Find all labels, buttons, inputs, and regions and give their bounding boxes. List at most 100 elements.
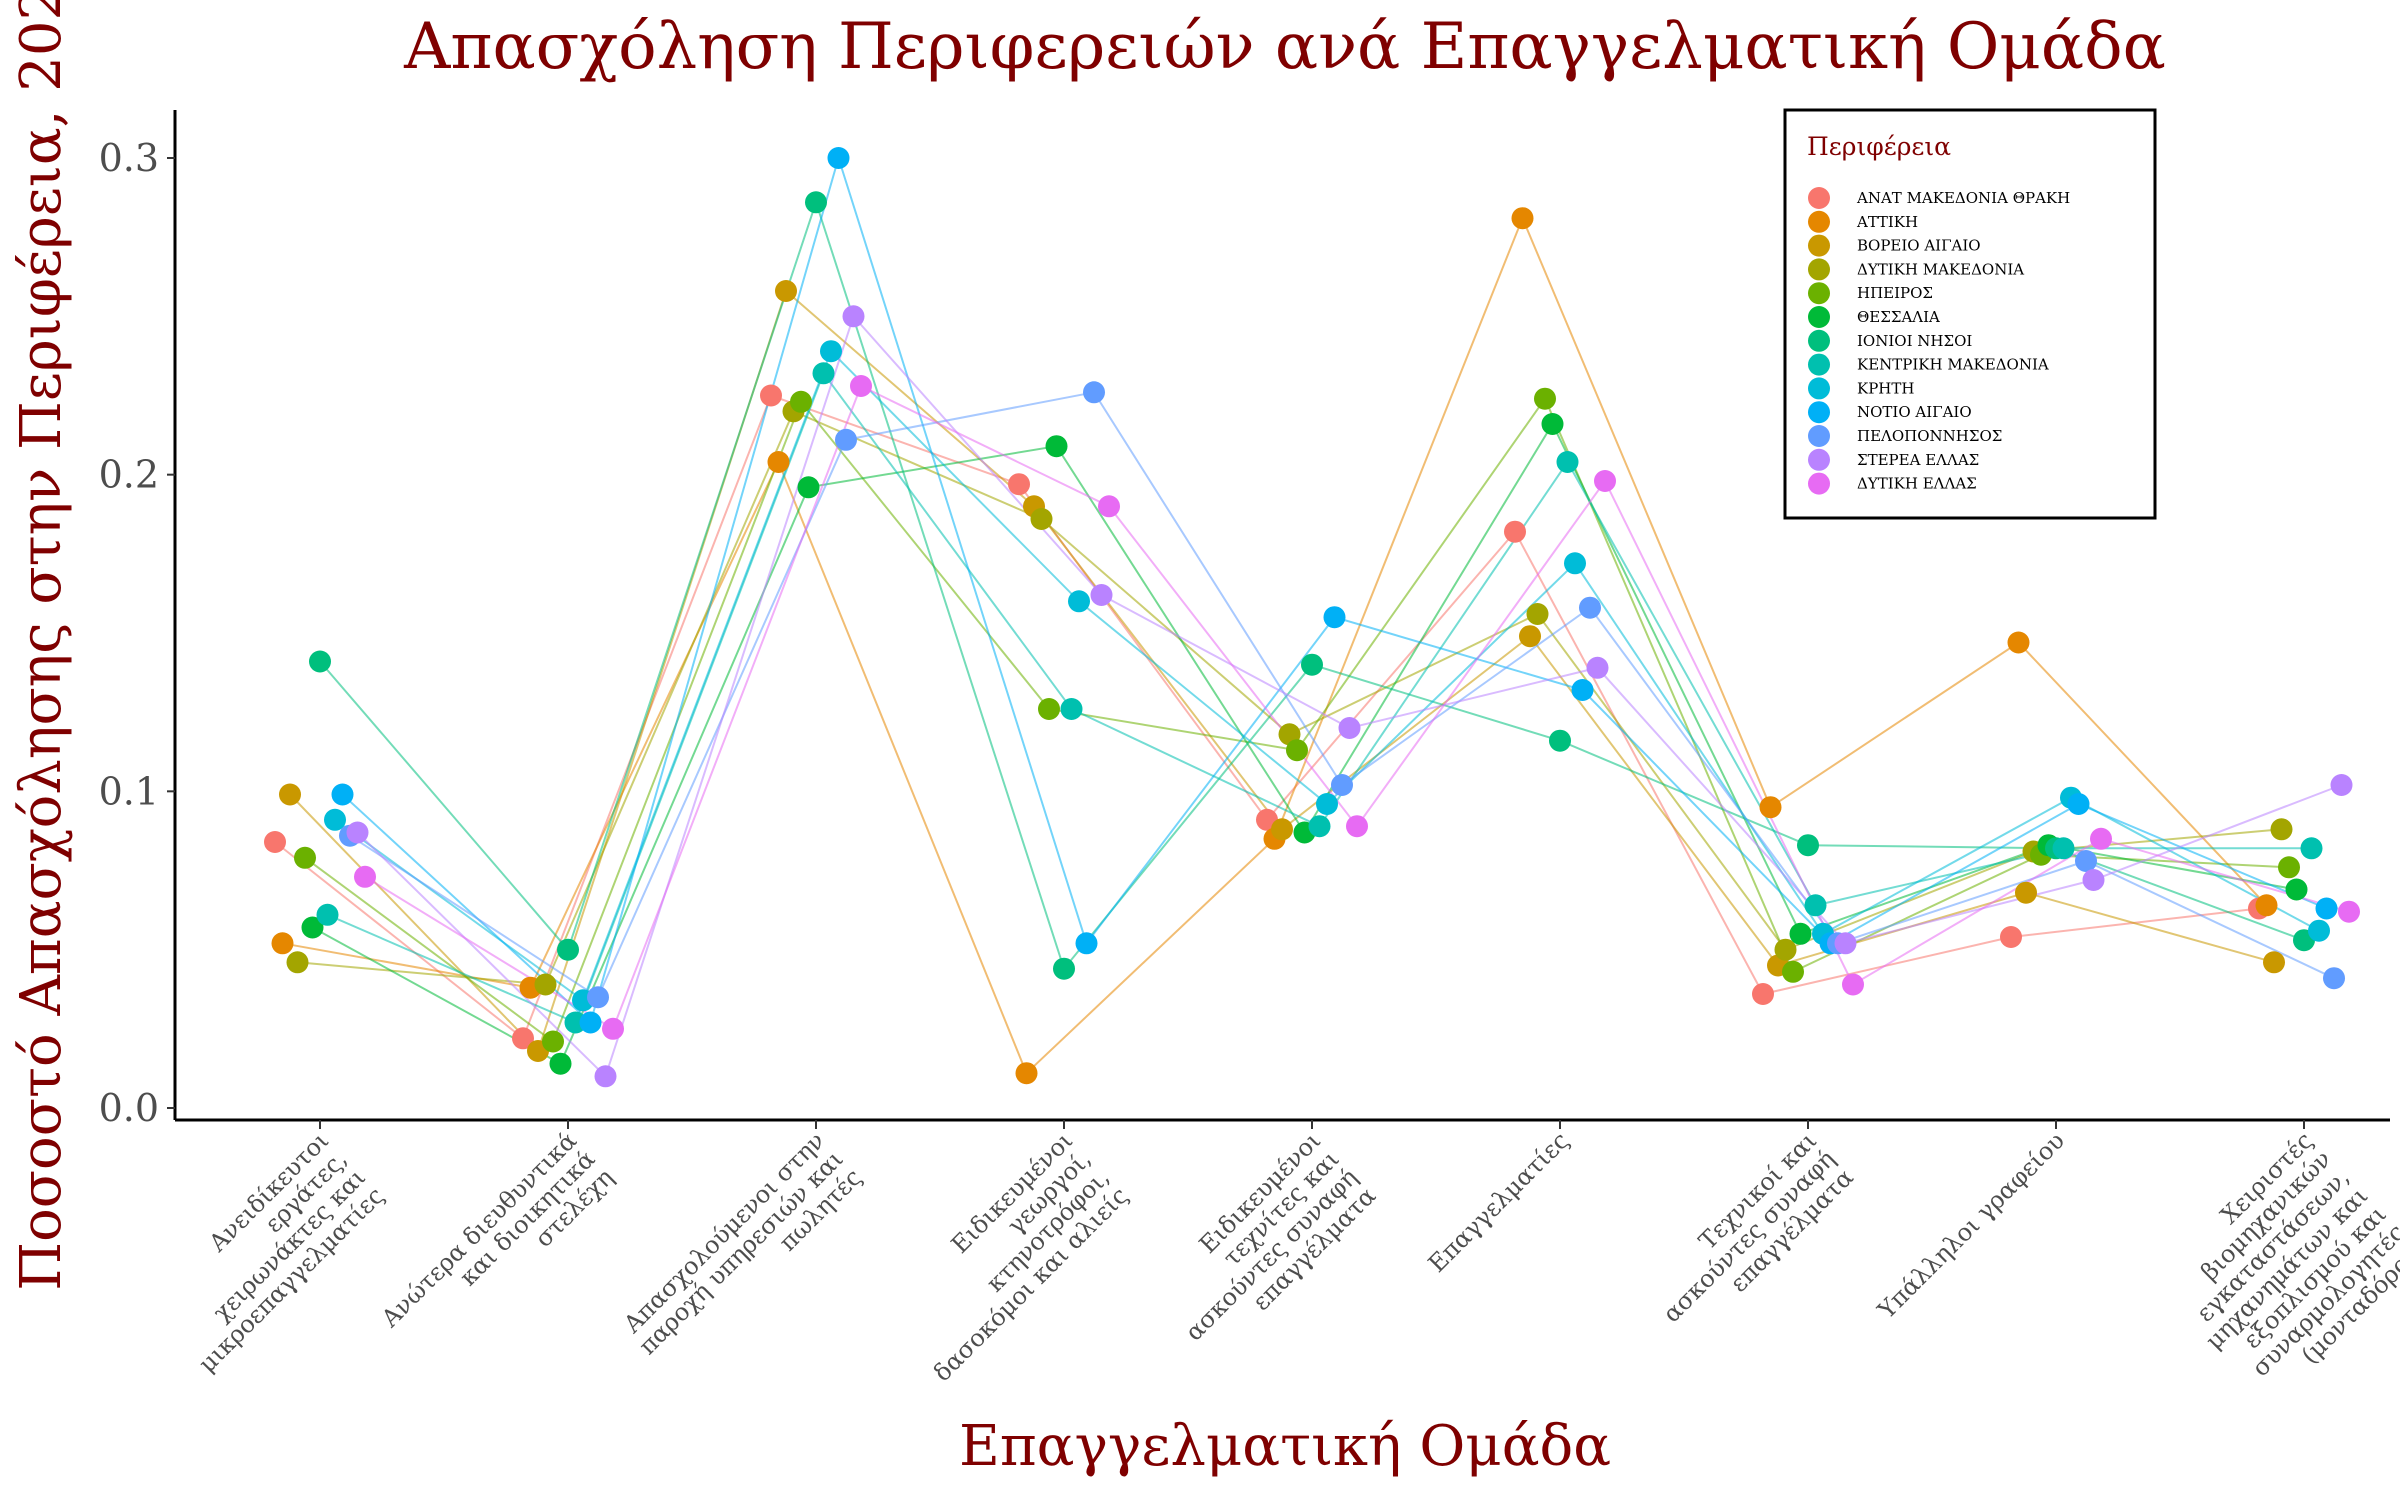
data-point [1774, 938, 1797, 961]
data-point [1053, 957, 1075, 980]
x-tick-label-line: Υπάλληλοι γραφείου [1872, 1126, 2070, 1324]
x-tick-label: Ειδικευμένοιτεχνίτες καιασκούντες συναφή… [1143, 1126, 1381, 1364]
data-point [2007, 631, 2030, 654]
x-tick-label-text: Ειδικευμένοιγεωργοί,κτηνοτρόφοι,δασοκόμο… [873, 1126, 1133, 1386]
legend: Περιφέρεια ΑΝΑΤ ΜΑΚΕΔΟΝΙΑ ΘΡΑΚΗ ΑΤΤΙΚΗ ΒΟΡΕ… [1783, 108, 2157, 520]
data-point [1030, 508, 1053, 530]
x-tick-label-line: ασκούντες συναφή [1658, 1145, 1841, 1328]
data-point [1804, 894, 1827, 917]
data-point [331, 783, 354, 806]
data-point [1549, 729, 1571, 752]
data-point [1594, 470, 1616, 492]
x-tick-label: Χειριστέςβιομηχανικώνεγκαταστάσεων,μηχαν… [2191, 1126, 2400, 1382]
legend-title: Περιφέρεια [1807, 132, 1951, 161]
x-tick-label-text: Υπάλληλοι γραφείου [1872, 1126, 2070, 1324]
legend-key [1808, 306, 1830, 328]
legend-label: ΑΤΤΙΚΗ [1856, 213, 1918, 231]
y-axis-title: Ποσοστό Απασχόλησης στην Περιφέρεια, 202… [9, 0, 74, 1291]
y-tick-label: 0.1 [99, 769, 159, 813]
x-tick-label-line: παροχή υπηρεσιών και [633, 1145, 848, 1360]
legend-key [1808, 234, 1830, 257]
legend-label: ΚΡΗΤΗ [1857, 379, 1914, 397]
legend-label: ΝΟΤΙΟ ΑΙΓΑΙΟ [1857, 403, 1972, 421]
data-point [835, 428, 857, 451]
x-tick-label-text: Τεχνικοί καιασκούντες συναφήεπαγγέλματα [1639, 1126, 1859, 1346]
data-point [1586, 656, 1609, 679]
data-point [1534, 387, 1556, 410]
data-point [1519, 625, 1541, 648]
data-point [1045, 435, 1068, 458]
data-point [301, 916, 324, 939]
data-point [1541, 413, 1564, 435]
data-point [1308, 815, 1331, 838]
legend-label: ΙΟΝΙΟΙ ΝΗΣΟΙ [1857, 332, 1972, 350]
x-tick-label: Τεχνικοί καιασκούντες συναφήεπαγγέλματα [1639, 1126, 1859, 1346]
x-tick-label-line: Επαγγελματίες [1423, 1126, 1574, 1277]
data-point [2075, 850, 2097, 872]
data-point [549, 1052, 572, 1075]
legend-key [1808, 210, 1830, 233]
data-point [2300, 837, 2323, 860]
data-point [354, 865, 376, 888]
data-point [557, 938, 579, 961]
data-point [2255, 894, 2278, 917]
data-point [790, 390, 812, 413]
data-point [1789, 922, 1812, 945]
data-point [1564, 552, 1586, 575]
data-point [2067, 793, 2090, 815]
legend-key [1808, 258, 1830, 281]
data-point [1038, 698, 1060, 720]
legend-key [1808, 401, 1830, 424]
data-point [1301, 653, 1323, 676]
data-point [820, 340, 842, 363]
legend-key [1808, 377, 1830, 400]
data-point [1068, 590, 1090, 613]
data-point [2323, 967, 2345, 990]
x-tick-label: Υπάλληλοι γραφείου [1872, 1126, 2070, 1324]
data-point [1782, 960, 1804, 983]
data-point [1316, 793, 1338, 815]
data-point [594, 1065, 617, 1088]
legend-label: ΔΥΤΙΚΗ ΕΛΛΑΣ [1857, 475, 1977, 493]
data-point [812, 362, 835, 385]
x-tick-label-text: Απασχολούμενοι στηνπαροχή υπηρεσιών καιπ… [615, 1126, 867, 1378]
data-point [1323, 606, 1346, 629]
data-point [2082, 869, 2105, 891]
data-point [1008, 473, 1030, 496]
legend-label: ΗΠΕΙΡΟΣ [1857, 284, 1933, 302]
x-tick-label-text: Ανειδίκευτοιεργάτες,χειρωνάκτες καιμικρο… [138, 1126, 390, 1378]
data-point [760, 384, 782, 407]
data-point [1797, 834, 1819, 857]
legend-label: ΘΕΣΣΑΛΙΑ [1857, 308, 1940, 326]
data-point [1759, 796, 1782, 819]
legend-key [1808, 448, 1830, 471]
data-point [1015, 1062, 1038, 1085]
legend-label: ΠΕΛΟΠΟΝΝΗΣΟΣ [1857, 427, 2002, 445]
y-tick-label: 0.0 [99, 1086, 159, 1130]
data-point [1338, 717, 1361, 739]
data-point [324, 808, 346, 831]
data-point [294, 846, 316, 869]
data-point [2338, 900, 2360, 923]
legend-label: ΣΤΕΡΕΑ ΕΛΛΑΣ [1857, 451, 1979, 469]
legend-key [1808, 472, 1830, 495]
legend-label: ΔΥΤΙΚΗ ΜΑΚΕΔΟΝΙΑ [1857, 260, 2024, 278]
data-point [805, 191, 827, 214]
data-point [309, 650, 331, 673]
data-point [2278, 856, 2300, 879]
data-point [1752, 983, 1774, 1005]
data-point [1504, 520, 1526, 543]
data-point [602, 1017, 624, 1040]
x-axis-title: Επαγγελματική Ομάδα [959, 1414, 1611, 1479]
x-tick-label-text: Ειδικευμένοιτεχνίτες καιασκούντες συναφή… [1143, 1126, 1381, 1364]
data-point [316, 903, 339, 926]
x-tick-label: Ανώτερα διευθυντικάκαι διοικητικάστελέχη [375, 1126, 619, 1333]
data-point [2263, 951, 2285, 974]
data-point [1090, 584, 1113, 606]
data-point [1834, 932, 1857, 955]
data-point [534, 973, 557, 996]
legend-key [1808, 282, 1830, 305]
data-point [1526, 603, 1549, 625]
